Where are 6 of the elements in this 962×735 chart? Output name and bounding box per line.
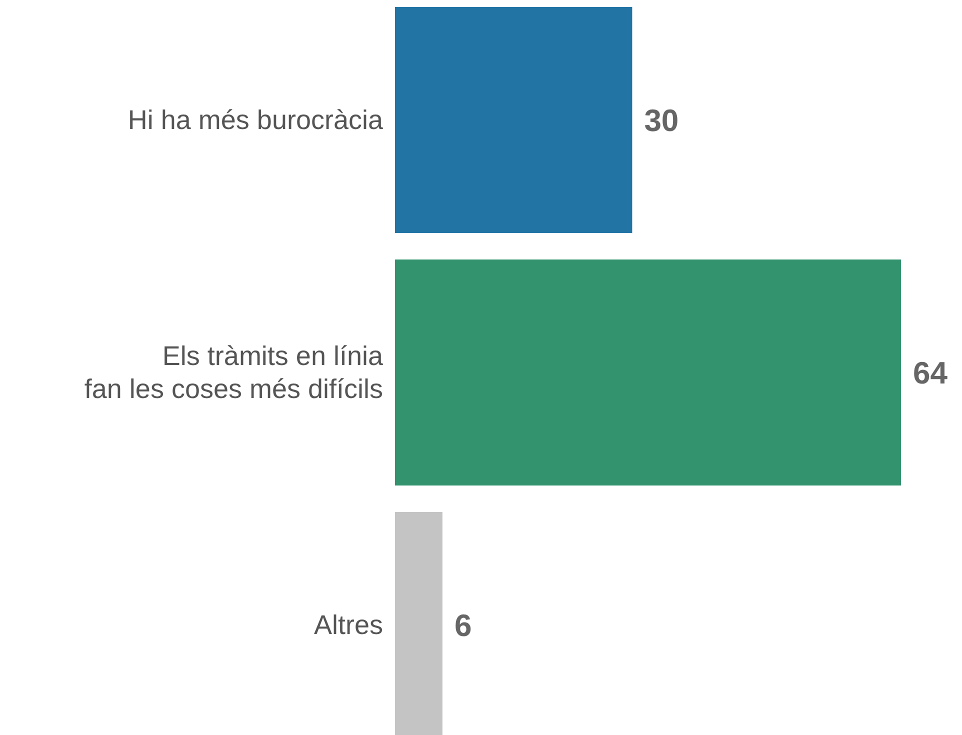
- y-tick-label: Els tràmits en línia fan les coses més difícils: [84, 341, 384, 404]
- data-label: 64: [913, 356, 948, 390]
- data-label: 6: [454, 608, 472, 644]
- y-tick-label: Altres: [314, 610, 383, 640]
- data-label: 30: [644, 102, 679, 138]
- y-tick-label: Hi ha més burocràcia: [128, 104, 384, 135]
